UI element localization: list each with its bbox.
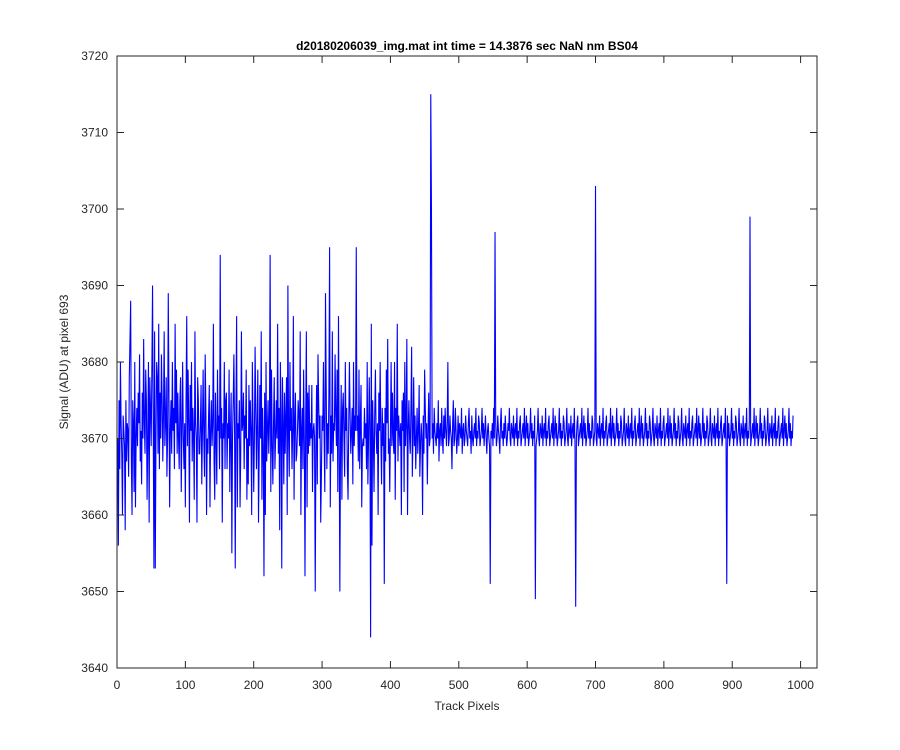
x-tick-label: 400 <box>380 678 400 692</box>
x-axis-label: Track Pixels <box>435 699 500 713</box>
plot-area <box>117 56 817 668</box>
series-line <box>117 94 794 638</box>
y-axis-ticks: 3640 3650 3660 3670 3680 3690 3700 3710 3720 <box>81 49 817 675</box>
y-tick-label: 3690 <box>81 279 108 293</box>
y-tick-label: 3640 <box>81 661 108 675</box>
y-tick-label: 3680 <box>81 355 108 369</box>
x-tick-label: 1000 <box>787 678 814 692</box>
y-tick-label: 3660 <box>81 508 108 522</box>
x-tick-label: 300 <box>312 678 332 692</box>
x-tick-label: 800 <box>654 678 674 692</box>
y-tick-label: 3670 <box>81 432 108 446</box>
y-tick-label: 3700 <box>81 202 108 216</box>
y-tick-label: 3710 <box>81 126 108 140</box>
y-tick-label: 3720 <box>81 49 108 63</box>
x-tick-label: 500 <box>449 678 469 692</box>
x-tick-label: 900 <box>722 678 742 692</box>
chart-title: d20180206039_img.mat int time = 14.3876 … <box>296 39 638 53</box>
x-tick-label: 600 <box>517 678 537 692</box>
x-tick-label: 200 <box>244 678 264 692</box>
series-layer <box>117 94 794 638</box>
y-axis-label: Signal (ADU) at pixel 693 <box>57 294 71 429</box>
axes-box <box>116 55 818 669</box>
x-tick-label: 700 <box>586 678 606 692</box>
y-tick-label: 3650 <box>81 585 108 599</box>
x-tick-label: 100 <box>175 678 195 692</box>
x-tick-label: 0 <box>114 678 121 692</box>
x-axis-ticks: 0 100 200 300 400 500 600 700 800 900 1000 <box>114 56 814 692</box>
